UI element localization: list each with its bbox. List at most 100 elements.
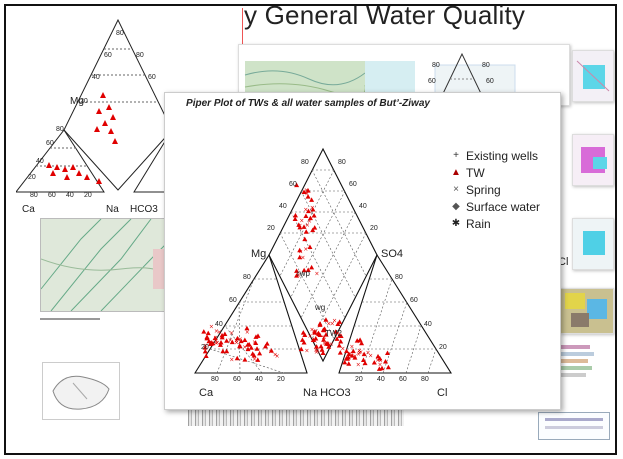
tw-sample-marker: [207, 341, 213, 346]
tw-sample-marker: [309, 197, 315, 202]
spring-sample-marker: ×: [203, 343, 208, 350]
right-thumbnail-column: [554, 42, 614, 402]
sample-label: wg: [315, 303, 326, 312]
legend-label: TW: [466, 165, 485, 180]
tw-sample-marker: [310, 337, 316, 343]
left-side-tick: 80: [56, 126, 64, 133]
diamond-marker-icon: ◆: [452, 201, 460, 212]
tw-sample-marker: [255, 333, 261, 338]
spring-sample-marker: ×: [304, 187, 309, 194]
tw-sample-marker: [333, 329, 339, 334]
left-side-tick: 60: [46, 140, 54, 147]
tw-sample-marker: [301, 224, 307, 229]
small-tick: 60: [428, 78, 436, 85]
spring-sample-marker: ×: [330, 320, 335, 327]
tw-sample-marker: [350, 348, 356, 354]
tw-sample-marker: [299, 337, 305, 342]
anion-tick: 20: [439, 344, 447, 351]
spring-sample-marker: ×: [340, 346, 345, 353]
spring-sample-marker: ×: [321, 334, 326, 341]
tw-sample-marker: [314, 344, 320, 349]
na-hco3-axis-label: Na HCO3: [303, 387, 351, 399]
tw-sample-marker: [294, 182, 300, 188]
anion-tick: 60: [410, 297, 418, 304]
main-piper-plot-card: Piper Plot of TWs & all water samples of…: [164, 92, 561, 410]
spring-sample-marker: ×: [356, 351, 361, 358]
diamond-tick: 60: [289, 181, 297, 188]
spring-sample-marker: ×: [217, 329, 222, 336]
sample-markers: ×××××××××××× ×××× ××× ××××××××××××× ××××× ×××…: [201, 182, 391, 371]
tw-sample-marker: [292, 216, 298, 221]
plot-title: Piper Plot of TWs & all water samples of…: [186, 98, 430, 109]
legend-label: Surface water: [466, 199, 541, 214]
spring-sample-marker: ×: [378, 357, 383, 364]
cation-tick: 40: [255, 376, 263, 383]
tw-sample-marker: [323, 332, 329, 337]
tw-sample-marker: [345, 354, 351, 360]
tw-sample-marker: [202, 345, 208, 350]
tw-sample-marker: [300, 330, 306, 335]
spring-sample-marker: ×: [322, 340, 327, 347]
anion-tick: 60: [399, 376, 407, 383]
left-top-tick: 60: [104, 52, 112, 59]
small-tick: 60: [486, 78, 494, 85]
spring-sample-marker: ×: [299, 217, 304, 224]
tw-sample-marker: [359, 340, 365, 346]
so4-axis-label: SO4: [381, 248, 404, 260]
left-bottom-tick: 20: [84, 192, 92, 199]
spring-sample-marker: ×: [234, 340, 239, 347]
diamond-tick: 60: [349, 181, 357, 188]
tw-sample-marker: [220, 348, 226, 354]
tw-sample-marker: [303, 213, 309, 219]
spring-sample-marker: ×: [314, 349, 319, 356]
legend-label: Rain: [466, 216, 491, 231]
presentation-slide: y General Water Quality 80 80 60 60: [4, 4, 617, 455]
legend-item-rain: ✱ Rain: [451, 215, 540, 232]
cation-tick: 40: [215, 321, 223, 328]
diamond-tick: 20: [370, 225, 378, 232]
spring-sample-marker: ×: [357, 350, 362, 357]
thumbnail-map-1: [572, 50, 614, 102]
spring-sample-marker: ×: [326, 320, 331, 327]
anion-tick: 80: [421, 376, 429, 383]
spring-sample-marker: ×: [245, 329, 250, 336]
tw-sample-marker: [242, 357, 248, 362]
tw-sample-marker: [301, 339, 307, 345]
diamond-outline: [268, 147, 378, 363]
tw-sample-marker: [375, 353, 381, 359]
tw-sample-marker: [337, 350, 343, 355]
spring-sample-marker: ×: [303, 246, 308, 253]
spring-sample-marker: ×: [304, 191, 309, 198]
tw-sample-marker: [268, 348, 274, 353]
spring-sample-marker: ×: [315, 348, 320, 355]
tw-sample-marker: [382, 358, 388, 364]
tw-sample-marker: [297, 254, 303, 260]
tw-sample-marker: [384, 350, 390, 356]
spring-sample-marker: ×: [310, 327, 315, 334]
left-side-tick: 40: [36, 158, 44, 165]
tw-sample-marker: [326, 344, 332, 349]
tw-sample-marker: [222, 331, 228, 337]
spring-sample-marker: ×: [332, 318, 337, 325]
cl-axis-label: Cl: [437, 387, 448, 399]
thumbnail-map-3: [572, 218, 614, 270]
tw-sample-marker: [379, 365, 385, 371]
tw-sample-marker: [349, 353, 355, 358]
spring-sample-marker: ×: [228, 337, 233, 344]
sample-label: TW2: [325, 329, 342, 338]
thumbnail-map-2: [572, 134, 614, 186]
left-ca-label: Ca: [22, 204, 35, 215]
legend-item-tw: ▲ TW: [451, 164, 540, 181]
tw-sample-marker: [305, 208, 311, 214]
spring-sample-marker: ×: [273, 351, 278, 358]
tw-sample-marker: [254, 346, 260, 351]
tw-sample-marker: [296, 222, 302, 227]
spring-sample-marker: ×: [214, 337, 219, 344]
tw-sample-marker: [294, 268, 300, 273]
spring-sample-marker: ×: [366, 349, 371, 356]
tw-sample-marker: [312, 330, 318, 335]
plot-legend: + Existing wells ▲ TW × Spring ◆ Surface…: [451, 147, 540, 232]
anion-triangle-outline: [338, 253, 452, 374]
spring-sample-marker: ×: [213, 334, 218, 341]
tw-sample-marker: [346, 351, 352, 357]
